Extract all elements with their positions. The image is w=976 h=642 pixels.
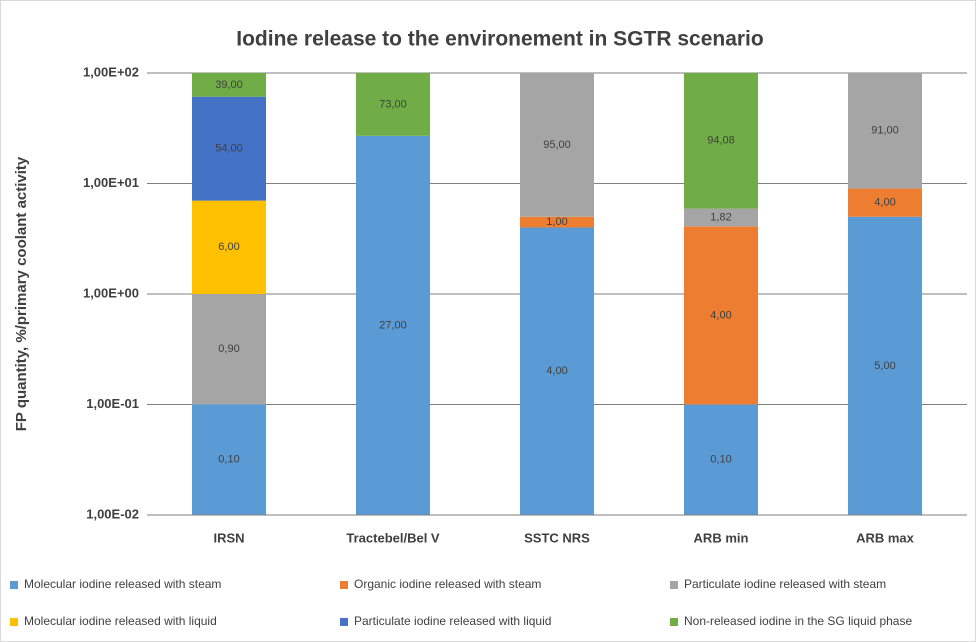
bar-segment [848, 216, 922, 516]
x-tick-label: ARB min [694, 530, 749, 545]
y-tick-label: 1,00E+01 [83, 175, 139, 190]
data-label: 94,08 [707, 135, 735, 147]
legend-swatch [340, 581, 348, 589]
y-tick-label: 1,00E-02 [86, 506, 139, 521]
bar-segment [684, 208, 758, 227]
bar-segment [356, 73, 430, 136]
legend-label: Organic iodine released with steam [354, 577, 541, 591]
bar-segment [684, 73, 758, 209]
data-label: 95,00 [543, 139, 571, 151]
bar-segment [356, 135, 430, 516]
x-tick-label: ARB max [856, 530, 915, 545]
x-tick-label: IRSN [213, 530, 244, 545]
x-tick-label: SSTC NRS [524, 530, 590, 545]
chart-title: Iodine release to the environement in SG… [236, 28, 763, 51]
data-label: 54,00 [215, 143, 243, 155]
bar-segment [848, 188, 922, 217]
data-label: 73,00 [379, 98, 407, 110]
bar-segment [520, 216, 594, 228]
y-tick-label: 1,00E-01 [86, 396, 139, 411]
bar-segment [192, 404, 266, 515]
data-label: 0,10 [710, 454, 731, 466]
data-label: 27,00 [379, 319, 407, 331]
data-label: 4,00 [546, 365, 567, 377]
legend-label: Molecular iodine released with steam [24, 577, 221, 591]
legend-swatch [10, 618, 18, 626]
legend-label: Particulate iodine released with liquid [354, 614, 551, 628]
bar-segment [192, 294, 266, 405]
legend-label: Particulate iodine released with steam [684, 577, 886, 591]
bar-segment [520, 73, 594, 217]
legend-label: Non-released iodine in the SG liquid pha… [684, 614, 912, 628]
y-tick-label: 1,00E+02 [83, 64, 139, 79]
data-label: 91,00 [871, 125, 899, 137]
data-label: 4,00 [710, 309, 731, 321]
y-axis-label: FP quantity, %/primary coolant activity [13, 156, 30, 431]
legend-swatch [10, 581, 18, 589]
bar-segment [520, 227, 594, 516]
legend-swatch [670, 581, 678, 589]
data-label: 4,00 [874, 197, 895, 209]
bar-segment [192, 73, 266, 97]
data-label: 39,00 [215, 79, 243, 91]
legend-swatch [340, 618, 348, 626]
x-tick-label: Tractebel/Bel V [346, 530, 440, 545]
data-label: 5,00 [874, 360, 895, 372]
bar-segment [684, 404, 758, 515]
data-label: 0,10 [218, 454, 239, 466]
data-label: 1,82 [710, 211, 731, 223]
bar-segment [192, 96, 266, 201]
y-tick-label: 1,00E+00 [83, 285, 139, 300]
legend-swatch [670, 618, 678, 626]
data-label: 0,90 [218, 343, 239, 355]
legend-label: Molecular iodine released with liquid [24, 614, 217, 628]
bar-segment [848, 73, 922, 189]
bar-segment [684, 226, 758, 405]
bar-segment [192, 200, 266, 294]
data-label: 1,00 [546, 216, 567, 228]
data-label: 6,00 [218, 241, 239, 253]
